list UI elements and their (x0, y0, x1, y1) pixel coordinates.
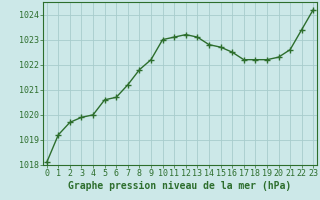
X-axis label: Graphe pression niveau de la mer (hPa): Graphe pression niveau de la mer (hPa) (68, 181, 292, 191)
